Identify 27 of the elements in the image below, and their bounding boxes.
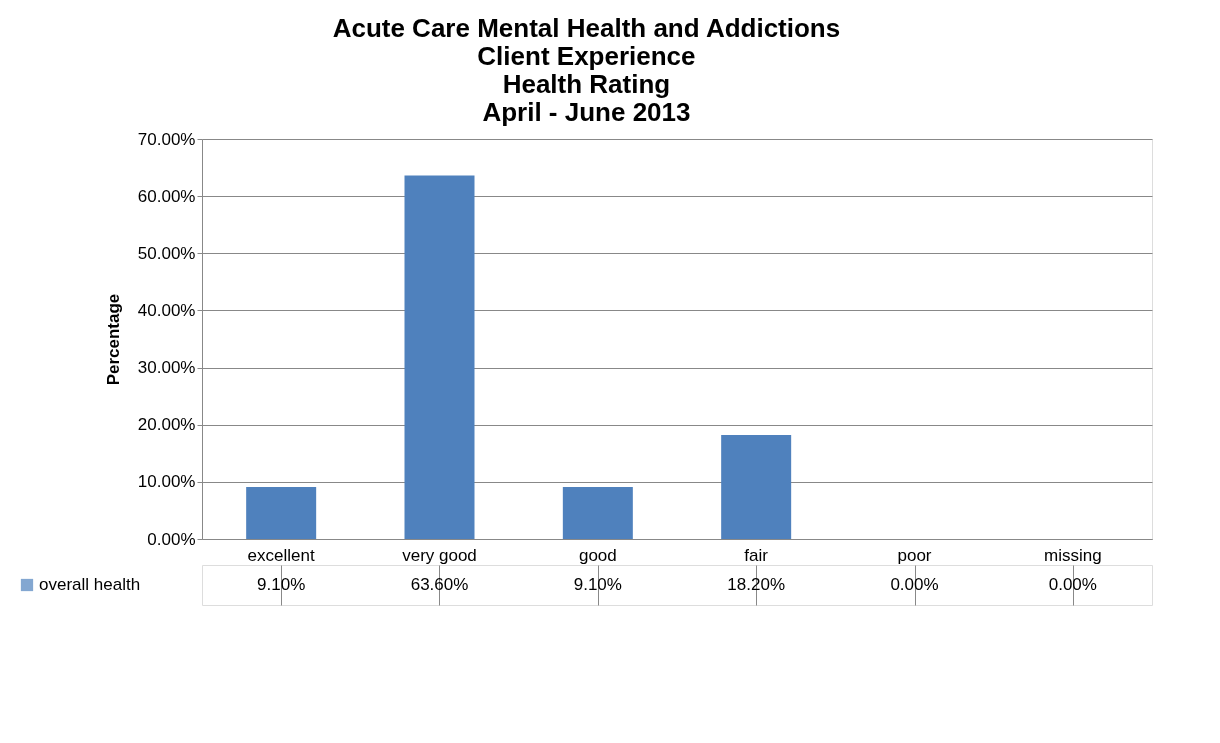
y-tick-label: 40.00% [137,300,196,320]
y-tick-label: 70.00% [137,129,196,149]
y-tick-label: 20.00% [137,415,196,435]
y-tick-label: 30.00% [137,358,196,378]
data-label: 63.60% [410,575,469,594]
bar [246,487,317,539]
data-label: 0.00% [890,575,939,594]
bar [562,487,633,539]
data-label: 9.10% [257,575,306,594]
data-label: 0.00% [1048,575,1097,594]
data-label: 9.10% [573,575,622,594]
x-tick-label: missing [1044,545,1102,565]
y-axis-title: Percentage [103,293,123,386]
x-tick-label: poor [897,545,932,565]
x-tick-label: very good [402,545,477,565]
y-tick-label: 60.00% [137,186,196,206]
bar [404,175,475,539]
bar [721,435,792,539]
legend-label: overall health [39,575,141,594]
y-tick-label: 0.00% [147,529,196,549]
data-label: 18.20% [727,575,785,594]
x-tick-label: excellent [247,545,315,565]
y-tick-label: 10.00% [137,472,196,492]
x-tick-label: good [578,545,617,565]
x-tick-label: fair [744,545,769,565]
chart-title: Acute Care Mental Health and Addictions Client Experience Health Rating April - June 2013 [332,12,841,127]
y-tick-label: 50.00% [137,243,196,263]
